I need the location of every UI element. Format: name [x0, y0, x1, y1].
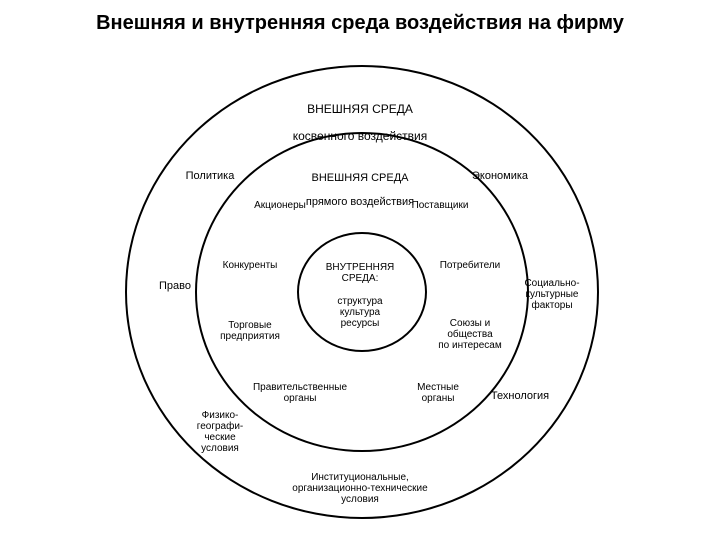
label-trade: Торговые предприятия — [200, 320, 300, 342]
label-local: Местные органы — [393, 382, 483, 404]
label-politics: Политика — [165, 170, 255, 182]
ring-inner — [297, 232, 427, 352]
outer-ring-title-sub: косвенного воздействия — [293, 129, 428, 143]
outer-ring-title-bold: ВНЕШНЯЯ СРЕДА — [307, 102, 413, 116]
inner-ring-title: ВНУТРЕННЯЯ СРЕДА: — [305, 262, 415, 284]
label-consumers: Потребители — [425, 260, 515, 271]
label-unions: Союзы и общества по интересам — [420, 318, 520, 351]
label-competitors: Конкуренты — [205, 260, 295, 271]
label-socio: Социально- культурные факторы — [502, 278, 602, 311]
label-law: Право — [140, 280, 210, 292]
middle-ring-title-bold: ВНЕШНЯЯ СРЕДА — [312, 172, 409, 184]
concentric-diagram: ВНЕШНЯЯ СРЕДА косвенного воздействия ВНЕ… — [120, 60, 600, 520]
label-tech: Технология — [470, 390, 570, 402]
outer-ring-title: ВНЕШНЯЯ СРЕДА косвенного воздействия — [260, 90, 460, 143]
label-institutional: Институциональные, организационно-технич… — [250, 472, 470, 505]
label-economy: Экономика — [455, 170, 545, 182]
inner-ring-body: структура культура ресурсы — [310, 296, 410, 329]
label-physgeo: Физико- географи- ческие условия — [175, 410, 265, 454]
label-suppliers: Поставщики — [395, 200, 485, 211]
label-gov: Правительственные органы — [230, 382, 370, 404]
page-title: Внешняя и внутренняя среда воздействия н… — [0, 12, 720, 35]
label-shareholders: Акционеры — [235, 200, 325, 211]
